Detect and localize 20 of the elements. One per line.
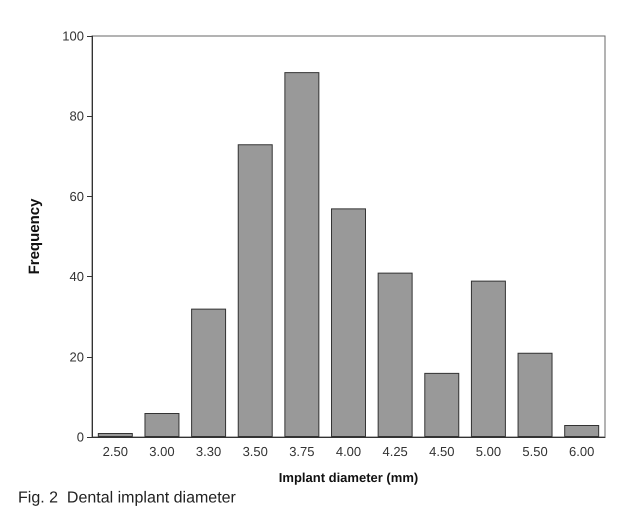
caption: Fig. 2 Dental implant diameter: [18, 490, 237, 506]
x-tick-label: 6.00: [569, 444, 594, 459]
x-tick-label: 3.00: [149, 444, 175, 459]
x-tick-label: 4.25: [382, 444, 408, 459]
y-tick-label: 40: [70, 269, 84, 284]
y-axis-title: Frequency: [26, 198, 43, 274]
y-tick-label: 20: [70, 349, 84, 364]
x-tick-label: 2.50: [102, 444, 128, 459]
y-tick-label: 80: [70, 108, 84, 124]
x-tick-label: 4.00: [336, 444, 362, 459]
y-tick-label: 0: [76, 430, 84, 444]
y-tick-label: 60: [70, 188, 84, 204]
x-tick-label: 3.30: [196, 444, 222, 459]
x-tick-label: 5.00: [476, 444, 502, 459]
x-tick-label: 4.50: [429, 444, 454, 459]
x-axis-title: Implant diameter (mm): [278, 470, 418, 485]
x-tick-label: 5.50: [522, 444, 548, 459]
x-tick-label: 3.75: [289, 444, 315, 459]
x-tick-label: 3.50: [242, 444, 268, 459]
y-tick-label: 100: [62, 28, 84, 44]
